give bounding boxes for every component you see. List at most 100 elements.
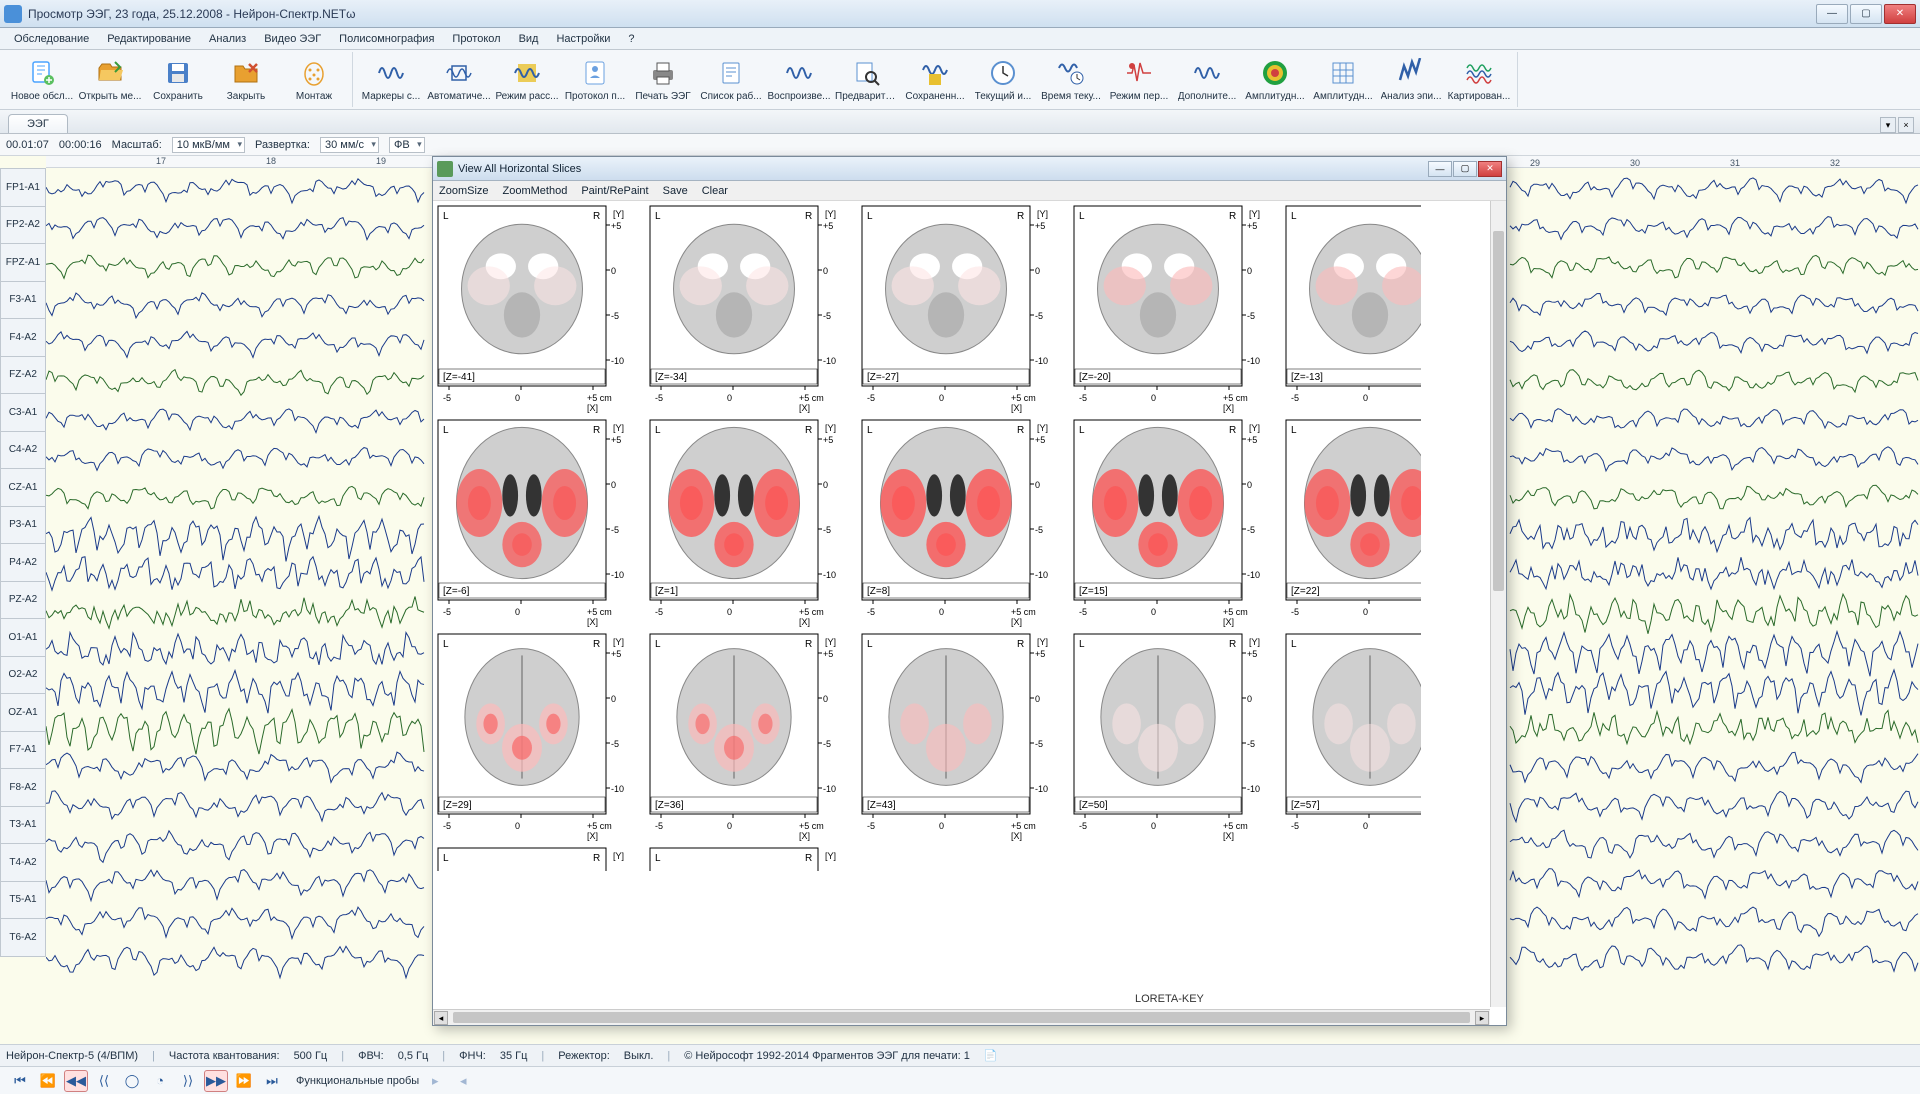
toolbtn-label: Протокол п... xyxy=(565,91,625,102)
play-timer-button[interactable]: ◔ xyxy=(148,1070,172,1092)
svg-text:[X]: [X] xyxy=(587,403,598,413)
svg-text:+5: +5 xyxy=(611,221,621,231)
dialog-menu-0[interactable]: ZoomSize xyxy=(439,185,489,197)
channel-label-T3-A1[interactable]: T3-A1 xyxy=(0,806,46,845)
channel-label-F4-A2[interactable]: F4-A2 xyxy=(0,318,46,357)
status-rej-label: Режектор: xyxy=(558,1050,609,1062)
menu-0[interactable]: Обследование xyxy=(6,31,97,47)
toolbtn-wave-1-6[interactable]: Воспроизве... xyxy=(765,52,833,108)
play-last-button[interactable]: ⏭ xyxy=(260,1070,284,1092)
svg-text:30: 30 xyxy=(1630,158,1640,168)
svg-text:+5: +5 xyxy=(1247,649,1257,659)
toolbtn-doc-new-0-0[interactable]: Новое обсл... xyxy=(8,52,76,108)
play-step-back-button[interactable]: ⟨⟨ xyxy=(92,1070,116,1092)
channel-label-O1-A1[interactable]: O1-A1 xyxy=(0,618,46,657)
channel-label-F3-A1[interactable]: F3-A1 xyxy=(0,281,46,320)
dialog-menu-1[interactable]: ZoomMethod xyxy=(503,185,568,197)
dialog-vscrollbar[interactable] xyxy=(1490,201,1506,1007)
channel-label-PZ-A2[interactable]: PZ-A2 xyxy=(0,581,46,620)
floppy-icon xyxy=(163,58,193,88)
toolbtn-wave-1-0[interactable]: Маркеры с... xyxy=(357,52,425,108)
channel-label-CZ-A1[interactable]: CZ-A1 xyxy=(0,468,46,507)
toolbtn-wave-save-1-8[interactable]: Сохраненн... xyxy=(901,52,969,108)
channel-label-FZ-A2[interactable]: FZ-A2 xyxy=(0,356,46,395)
hscroll-right-arrow[interactable]: ▸ xyxy=(1475,1011,1489,1025)
dialog-maximize-button[interactable]: ▢ xyxy=(1453,161,1477,177)
channel-label-F7-A1[interactable]: F7-A1 xyxy=(0,731,46,770)
minimize-button[interactable]: — xyxy=(1816,4,1848,24)
play-forward-button[interactable]: ⏩ xyxy=(232,1070,256,1092)
hscroll-left-arrow[interactable]: ◂ xyxy=(434,1011,448,1025)
status-rej: Выкл. xyxy=(624,1050,654,1062)
channel-label-P3-A1[interactable]: P3-A1 xyxy=(0,506,46,545)
menu-5[interactable]: Протокол xyxy=(444,31,508,47)
toolbtn-wave-1-12[interactable]: Дополните... xyxy=(1173,52,1241,108)
tab-eeg[interactable]: ЭЭГ xyxy=(8,114,68,133)
play-rewind-button[interactable]: ⏪ xyxy=(36,1070,60,1092)
svg-text:+5 cm: +5 cm xyxy=(1011,607,1036,617)
toolbtn-doc-person-1-3[interactable]: Протокол п... xyxy=(561,52,629,108)
toolbtn-folder-open-0-1[interactable]: Открыть ме... xyxy=(76,52,144,108)
channel-label-O2-A2[interactable]: O2-A2 xyxy=(0,656,46,695)
channel-label-C4-A2[interactable]: C4-A2 xyxy=(0,431,46,470)
svg-text:-5: -5 xyxy=(1247,525,1255,535)
channel-label-P4-A2[interactable]: P4-A2 xyxy=(0,543,46,582)
play-step-fwd-button[interactable]: ⟩⟩ xyxy=(176,1070,200,1092)
dialog-menu-3[interactable]: Save xyxy=(663,185,688,197)
menu-3[interactable]: Видео ЭЭГ xyxy=(256,31,329,47)
toolbtn-wave-pulse-1-11[interactable]: Режим пер... xyxy=(1105,52,1173,108)
dialog-menu-2[interactable]: Paint/RePaint xyxy=(581,185,648,197)
tab-dropdown[interactable]: ▾ xyxy=(1880,117,1896,133)
channel-label-FP1-A1[interactable]: FP1-A1 xyxy=(0,168,46,207)
menu-4[interactable]: Полисомнография xyxy=(331,31,442,47)
toolbtn-clock-1-9[interactable]: Текущий и... xyxy=(969,52,1037,108)
toolbtn-floppy-0-2[interactable]: Сохранить xyxy=(144,52,212,108)
channel-label-T5-A1[interactable]: T5-A1 xyxy=(0,881,46,920)
play-first-button[interactable]: ⏮ xyxy=(8,1070,32,1092)
channel-label-FP2-A2[interactable]: FP2-A2 xyxy=(0,206,46,245)
play-next-button[interactable]: ▶▶ xyxy=(204,1070,228,1092)
channel-label-T4-A2[interactable]: T4-A2 xyxy=(0,843,46,882)
dialog-minimize-button[interactable]: — xyxy=(1428,161,1452,177)
toolbtn-grid-1-14[interactable]: Амплитудн... xyxy=(1309,52,1377,108)
sweep-combo[interactable]: 30 мм/с xyxy=(320,137,379,153)
svg-text:L: L xyxy=(1291,639,1297,650)
menu-6[interactable]: Вид xyxy=(511,31,547,47)
time-2: 00:00:16 xyxy=(59,139,102,151)
channel-label-OZ-A1[interactable]: OZ-A1 xyxy=(0,693,46,732)
toolbtn-zoom-page-1-7[interactable]: Предварите... xyxy=(833,52,901,108)
grid-icon xyxy=(1328,58,1358,88)
close-button[interactable]: ✕ xyxy=(1884,4,1916,24)
channel-label-C3-A1[interactable]: C3-A1 xyxy=(0,393,46,432)
play-stop-button[interactable]: ◯ xyxy=(120,1070,144,1092)
toolbtn-wave-yellow-1-2[interactable]: Режим расс... xyxy=(493,52,561,108)
channel-label-T6-A2[interactable]: T6-A2 xyxy=(0,918,46,957)
toolbtn-folder-close-0-3[interactable]: Закрыть xyxy=(212,52,280,108)
brain-slice-partial: LR[Y] xyxy=(437,847,643,871)
maximize-button[interactable]: ▢ xyxy=(1850,4,1882,24)
menu-8[interactable]: ? xyxy=(620,31,642,47)
toolbtn-wave-m-1-15[interactable]: Анализ эпи... xyxy=(1377,52,1445,108)
toolbtn-label: Новое обсл... xyxy=(11,91,73,102)
menu-7[interactable]: Настройки xyxy=(548,31,618,47)
channel-label-F8-A2[interactable]: F8-A2 xyxy=(0,768,46,807)
toolbtn-wave-multi-1-16[interactable]: Картирован... xyxy=(1445,52,1513,108)
toolbtn-page-1-5[interactable]: Список раб... xyxy=(697,52,765,108)
tab-close[interactable]: × xyxy=(1898,117,1914,133)
toolbtn-wave-clock-1-10[interactable]: Время теку... xyxy=(1037,52,1105,108)
dialog-menu-4[interactable]: Clear xyxy=(702,185,728,197)
menu-2[interactable]: Анализ xyxy=(201,31,254,47)
channel-label-FPZ-A1[interactable]: FPZ-A1 xyxy=(0,243,46,282)
extra-combo[interactable]: ФВ xyxy=(389,137,425,153)
toolbtn-brain-map-1-13[interactable]: Амплитудн... xyxy=(1241,52,1309,108)
toolbtn-printer-1-4[interactable]: Печать ЭЭГ xyxy=(629,52,697,108)
play-sub-prev-button[interactable]: ◂ xyxy=(451,1070,475,1092)
play-prev-button[interactable]: ◀◀ xyxy=(64,1070,88,1092)
dialog-close-button[interactable]: ✕ xyxy=(1478,161,1502,177)
scale-combo[interactable]: 10 мкВ/мм xyxy=(172,137,245,153)
play-sub-next-button[interactable]: ▸ xyxy=(423,1070,447,1092)
menu-1[interactable]: Редактирование xyxy=(99,31,199,47)
toolbtn-wave-box-1-1[interactable]: Автоматиче... xyxy=(425,52,493,108)
toolbtn-head-0-4[interactable]: Монтаж xyxy=(280,52,348,108)
dialog-hscrollbar[interactable]: ◂ ▸ xyxy=(433,1009,1490,1025)
